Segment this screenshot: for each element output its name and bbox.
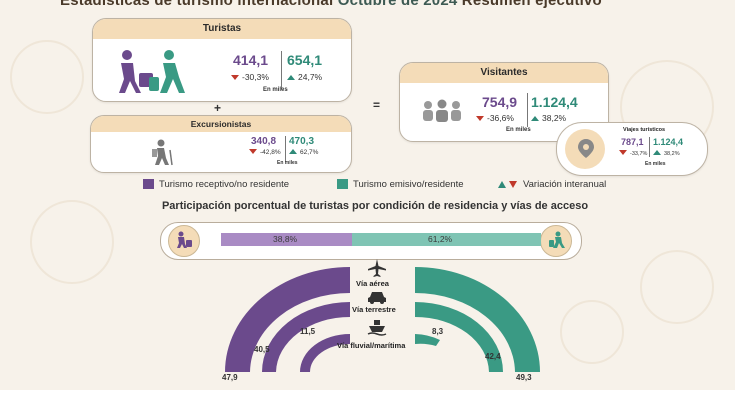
viajes-receptivo-value: 787,1 xyxy=(621,137,644,147)
up-arrow-icon xyxy=(653,150,661,155)
stamp-decoration xyxy=(640,250,714,324)
plus-sign: + xyxy=(214,101,222,115)
arc-value-emisivo-fluvial: 8,3 xyxy=(432,327,444,336)
var-text: 62,7% xyxy=(300,149,319,156)
var-text: -36,6% xyxy=(487,113,514,123)
viajes-emisivo-value: 1.124,4 xyxy=(653,137,684,147)
legend-receptivo: Turismo receptivo/no residente xyxy=(159,179,290,190)
var-text: 38,2% xyxy=(664,151,680,157)
divider xyxy=(281,51,282,89)
bar-receptivo-label: 38,8% xyxy=(273,234,298,244)
down-arrow-icon xyxy=(231,75,239,80)
arc-emisivo-aerea xyxy=(415,267,540,372)
turistas-emisivo-value: 654,1 xyxy=(287,52,323,68)
unit-label: En miles xyxy=(506,127,531,133)
up-arrow-icon xyxy=(289,149,297,154)
hiker-icon xyxy=(152,139,173,166)
arc-value-receptivo-fluvial: 11,5 xyxy=(300,327,316,336)
viajes-receptivo-var: -33,7% xyxy=(619,150,647,157)
group-people-icon xyxy=(423,99,461,122)
legend-swatch-emisivo xyxy=(337,179,348,189)
arc-value-emisivo-aerea: 49,3 xyxy=(516,373,532,382)
title-text: Estadísticas de turismo internacional xyxy=(60,0,334,9)
unit-label: En miles xyxy=(263,87,288,93)
up-arrow-icon xyxy=(287,75,295,80)
arc-receptivo-aerea xyxy=(225,267,350,372)
walking-travelers-icon xyxy=(119,50,185,93)
excursionistas-emisivo-value: 470,3 xyxy=(289,136,315,147)
var-text: -30,3% xyxy=(242,72,269,82)
turistas-emisivo-var: 24,7% xyxy=(287,72,322,82)
down-arrow-icon xyxy=(249,149,257,154)
down-arrow-icon xyxy=(619,150,627,155)
var-text: -33,7% xyxy=(630,151,648,157)
bar-emisivo xyxy=(352,233,541,246)
traveler-walking-icon xyxy=(549,231,565,248)
stamp-decoration xyxy=(10,40,84,114)
arc-receptivo-fluvial xyxy=(300,334,350,372)
down-arrow-icon xyxy=(476,116,484,121)
page-title: Estadísticas de turismo internacional Oc… xyxy=(60,0,700,10)
viajes-card: Viajes turísticos 787,1 1.124,4 -33,7% 3… xyxy=(556,122,708,176)
arc-value-receptivo-terrestre: 40,5 xyxy=(254,345,270,354)
variation-arrows-icon xyxy=(498,181,517,188)
arc-value-emisivo-terrestre: 42,4 xyxy=(485,352,501,361)
up-arrow-icon xyxy=(531,116,539,121)
visitantes-receptivo-value: 754,9 xyxy=(482,94,518,110)
legend-variacion: Variación interanual xyxy=(523,179,607,190)
airplane-icon xyxy=(368,259,386,277)
divider xyxy=(649,137,650,157)
card-header: Excursionistas xyxy=(91,116,351,132)
bottom-margin xyxy=(0,390,735,400)
viajes-emisivo-var: 38,2% xyxy=(653,150,680,157)
visitantes-receptivo-var: -36,6% xyxy=(476,113,514,123)
var-text: 24,7% xyxy=(298,72,323,82)
card-header: Turistas xyxy=(93,19,351,39)
divider xyxy=(285,136,286,162)
map-pin-icon xyxy=(578,139,594,158)
card-header: Visitantes xyxy=(400,63,608,83)
arc-receptivo-terrestre xyxy=(262,302,350,372)
arc-value-receptivo-aerea: 47,9 xyxy=(222,373,238,382)
turistas-receptivo-value: 414,1 xyxy=(233,52,269,68)
card-header: Viajes turísticos xyxy=(623,127,666,133)
visitantes-emisivo-var: 38,2% xyxy=(531,113,566,123)
var-text: 38,2% xyxy=(542,113,567,123)
bar-emisivo-label: 61,2% xyxy=(428,234,453,244)
excursionistas-emisivo-var: 62,7% xyxy=(289,149,318,156)
section-subtitle: Participación porcentual de turistas por… xyxy=(161,200,589,212)
stamp-decoration xyxy=(30,200,114,284)
title-period: Octubre de 2024 xyxy=(337,0,458,9)
excursionistas-receptivo-value: 340,8 xyxy=(251,136,277,147)
stamp-decoration xyxy=(560,300,624,364)
divider xyxy=(527,93,528,127)
turistas-receptivo-var: -30,3% xyxy=(231,72,269,82)
arc-emisivo-fluvial xyxy=(415,334,440,346)
bar-receptivo xyxy=(221,233,352,246)
mode-label-terrestre: Vía terrestre xyxy=(352,305,396,314)
arc-emisivo-terrestre xyxy=(415,302,503,372)
car-icon xyxy=(368,292,386,304)
legend-swatch-receptivo xyxy=(143,179,154,189)
excursionistas-card: Excursionistas 340,8 470,3 -42,8% 62,7% … xyxy=(90,115,352,173)
unit-label: En miles xyxy=(645,161,666,167)
legend-emisivo: Turismo emisivo/residente xyxy=(353,179,464,190)
ship-icon xyxy=(367,320,387,336)
turistas-card: Turistas 414,1 654,1 -30,3% 24,7% En mil… xyxy=(92,18,352,102)
var-text: -42,8% xyxy=(260,149,281,156)
traveler-luggage-icon xyxy=(177,231,192,248)
mode-label-fluvial: Vía fluvial/marítima xyxy=(337,341,406,350)
equals-sign: = xyxy=(373,98,381,112)
mode-label-aerea: Vía aérea xyxy=(356,279,389,288)
excursionistas-receptivo-var: -42,8% xyxy=(249,149,281,156)
unit-label: En miles xyxy=(277,160,298,166)
visitantes-emisivo-value: 1.124,4 xyxy=(531,94,578,110)
title-summary: Resumen ejecutivo xyxy=(461,0,602,9)
